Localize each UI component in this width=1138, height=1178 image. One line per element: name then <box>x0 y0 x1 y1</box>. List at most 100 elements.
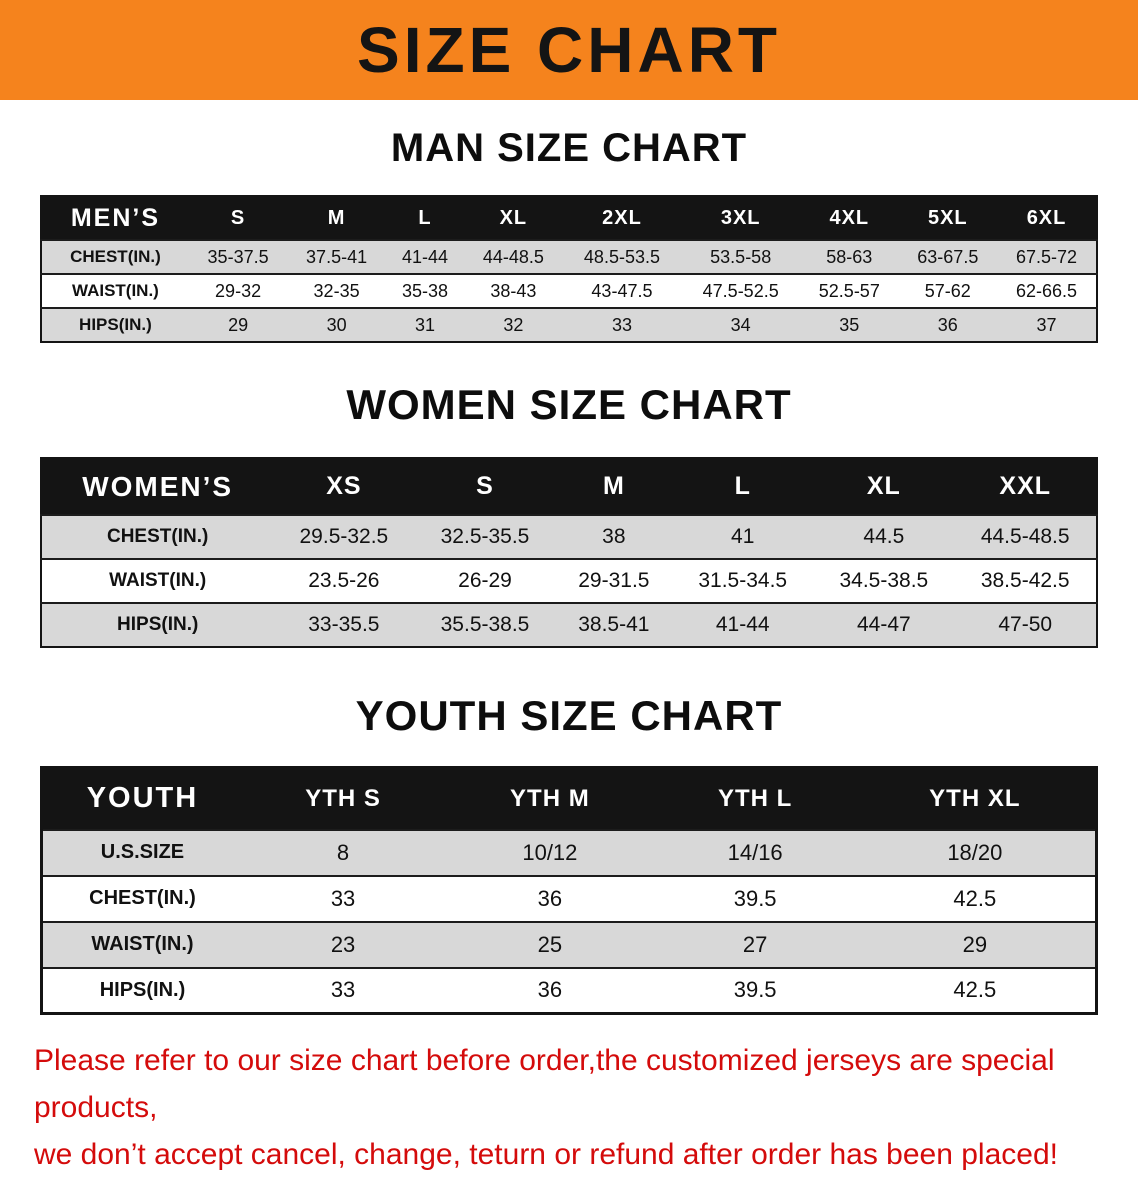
women-section-heading: WOMEN SIZE CHART <box>346 381 792 428</box>
size-value-cell: 62-66.5 <box>1016 280 1078 301</box>
womens-size-table: WOMEN’S XS S M L XL XXL CHEST(IN.) 29.5-32.5 32.5… <box>40 457 1098 648</box>
youth-size-section: YOUTH SIZE CHART YOUTH YTH S YTH M YTH L YTH… <box>0 692 1138 1015</box>
table-row: WAIST(IN.) 23.5-26 26-29 29-31.5 31.5-34.5 34… <box>41 559 1097 603</box>
size-column-header: 6XL <box>1026 206 1067 229</box>
size-column-header: YTH L <box>717 784 793 812</box>
size-value-cell: 35.5-38.5 <box>440 613 530 636</box>
size-column-header: L <box>734 472 751 500</box>
size-value-cell: 47-50 <box>998 613 1053 636</box>
size-value-cell: 63-67.5 <box>917 246 979 267</box>
size-value-cell: 52.5-57 <box>818 280 880 301</box>
size-column-header: 3XL <box>720 206 761 229</box>
size-value-cell: 29 <box>228 314 249 335</box>
size-value-cell: 41-44 <box>715 613 770 636</box>
disclaimer-line-2: we don’t accept cancel, change, teturn o… <box>34 1138 1058 1171</box>
size-column-header: L <box>418 206 432 229</box>
size-value-cell: 32 <box>503 314 524 335</box>
table-title-cell: YOUTH <box>86 782 199 815</box>
size-column-header: S <box>476 472 494 500</box>
size-value-cell: 35-37.5 <box>207 246 269 267</box>
size-value-cell: 57-62 <box>924 280 971 301</box>
size-value-cell: 18/20 <box>947 839 1003 865</box>
row-label-cell: WAIST(IN.) <box>109 570 207 591</box>
table-row: HIPS(IN.) 33-35.5 35.5-38.5 38.5-41 41-44 44-… <box>41 603 1097 647</box>
size-value-cell: 38.5-41 <box>578 613 650 636</box>
size-value-cell: 38-43 <box>490 280 537 301</box>
youth-section-heading: YOUTH SIZE CHART <box>355 692 783 739</box>
size-column-header: YTH M <box>510 784 590 812</box>
size-value-cell: 23.5-26 <box>308 569 380 592</box>
table-row: CHEST(IN.) 35-37.5 37.5-41 41-44 44-48.5 48.5… <box>41 240 1097 274</box>
size-value-cell: 44-47 <box>856 613 911 636</box>
size-value-cell: 41-44 <box>401 246 448 267</box>
size-column-header: 2XL <box>602 206 642 229</box>
table-row: U.S.SIZE 8 10/12 14/16 18/20 <box>41 829 1097 876</box>
size-value-cell: 8 <box>336 839 350 865</box>
size-value-cell: 36 <box>937 314 958 335</box>
size-column-header: 5XL <box>927 206 968 229</box>
size-value-cell: 58-63 <box>826 246 873 267</box>
men-size-section: MAN SIZE CHART MEN’S S M L XL 2XL 3XL 4XL 5XL 6XL… <box>0 126 1138 343</box>
table-header-row: YOUTH YTH S YTH M YTH L YTH XL <box>41 767 1097 830</box>
size-value-cell: 44-48.5 <box>482 246 544 267</box>
size-column-header: XL <box>499 206 528 229</box>
size-value-cell: 27 <box>742 931 768 957</box>
table-row: CHEST(IN.) 33 36 39.5 42.5 <box>41 875 1097 922</box>
size-value-cell: 31.5-34.5 <box>698 569 788 592</box>
size-value-cell: 44.5-48.5 <box>980 525 1070 548</box>
youth-size-table-container: YOUTH YTH S YTH M YTH L YTH XL U.S.SIZE 8 10/12… <box>40 766 1098 1015</box>
size-value-cell: 36 <box>537 885 563 911</box>
row-label-cell: CHEST(IN.) <box>106 526 209 547</box>
size-value-cell: 10/12 <box>522 839 578 865</box>
women-size-section: WOMEN SIZE CHART WOMEN’S XS S M L XL XXL CHEST(… <box>0 381 1138 648</box>
size-column-header: XS <box>326 472 362 500</box>
size-value-cell: 43-47.5 <box>591 280 653 301</box>
size-value-cell: 35-38 <box>401 280 448 301</box>
size-value-cell: 34 <box>730 314 751 335</box>
size-column-header: M <box>602 472 625 500</box>
size-value-cell: 29-32 <box>215 280 262 301</box>
men-size-table-container: MEN’S S M L XL 2XL 3XL 4XL 5XL 6XL CHEST(IN.) 35-37… <box>40 195 1098 343</box>
size-value-cell: 42.5 <box>953 885 997 911</box>
size-value-cell: 23 <box>330 931 356 957</box>
mens-size-table: MEN’S S M L XL 2XL 3XL 4XL 5XL 6XL CHEST(IN.) 35-37… <box>40 195 1098 343</box>
table-row: HIPS(IN.) 33 36 39.5 42.5 <box>41 967 1097 1014</box>
men-section-heading: MAN SIZE CHART <box>390 126 748 170</box>
table-title-cell: MEN’S <box>70 203 160 232</box>
size-column-header: YTH S <box>305 784 381 812</box>
row-label-cell: WAIST(IN.) <box>91 933 194 955</box>
size-value-cell: 38 <box>602 525 626 548</box>
size-value-cell: 47.5-52.5 <box>702 280 779 301</box>
size-value-cell: 26-29 <box>458 569 512 592</box>
row-label-cell: HIPS(IN.) <box>117 614 199 635</box>
size-value-cell: 31 <box>414 314 435 335</box>
size-value-cell: 38.5-42.5 <box>980 569 1070 592</box>
women-size-table-container: WOMEN’S XS S M L XL XXL CHEST(IN.) 29.5-32.5 32.5… <box>40 457 1098 648</box>
row-label-cell: HIPS(IN.) <box>99 978 186 1001</box>
youth-size-table: YOUTH YTH S YTH M YTH L YTH XL U.S.SIZE 8 10/12… <box>40 766 1098 1015</box>
size-column-header: XXL <box>999 472 1052 500</box>
size-value-cell: 35 <box>839 314 860 335</box>
row-label-cell: CHEST(IN.) <box>70 247 161 266</box>
size-value-cell: 53.5-58 <box>710 246 772 267</box>
size-column-header: XL <box>866 472 901 500</box>
size-value-cell: 34.5-38.5 <box>839 569 929 592</box>
page-title: SIZE CHART <box>357 14 781 86</box>
row-label-cell: WAIST(IN.) <box>71 281 159 300</box>
size-value-cell: 33 <box>330 977 356 1003</box>
size-value-cell: 44.5 <box>863 525 905 548</box>
table-title-cell: WOMEN’S <box>82 470 234 502</box>
size-value-cell: 32-35 <box>313 280 360 301</box>
size-column-header: M <box>327 206 346 229</box>
size-value-cell: 42.5 <box>953 977 997 1003</box>
size-value-cell: 39.5 <box>733 977 777 1003</box>
row-label-cell: CHEST(IN.) <box>89 887 196 909</box>
size-value-cell: 25 <box>537 931 563 957</box>
disclaimer-line-1: Please refer to our size chart before or… <box>34 1044 1055 1124</box>
size-value-cell: 29 <box>962 931 988 957</box>
size-value-cell: 37 <box>1036 314 1057 335</box>
table-row: CHEST(IN.) 29.5-32.5 32.5-35.5 38 41 44.5 44.5… <box>41 515 1097 559</box>
size-value-cell: 33 <box>330 885 356 911</box>
row-label-cell: U.S.SIZE <box>100 841 185 863</box>
